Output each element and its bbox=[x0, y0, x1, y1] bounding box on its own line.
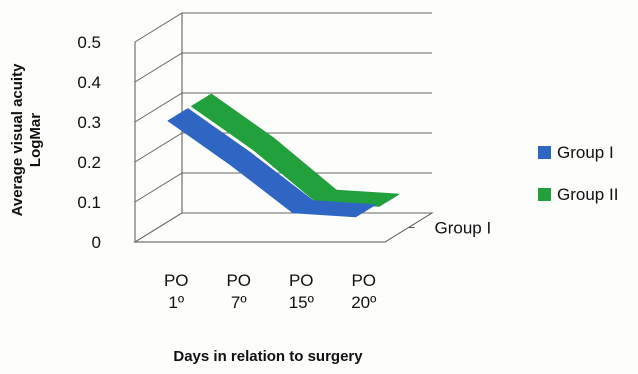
series-0 bbox=[167, 108, 376, 218]
legend-label: Group II bbox=[557, 185, 618, 204]
gridline bbox=[134, 12, 432, 43]
gridline bbox=[134, 92, 432, 123]
legend-swatch bbox=[538, 146, 551, 159]
x-tick-label: PO 15º bbox=[289, 271, 314, 312]
y-axis-title-line1: Average visual acuity bbox=[9, 63, 26, 217]
x-tick-label: PO 1º bbox=[164, 271, 189, 312]
depth-axis-label: Group I bbox=[435, 219, 492, 238]
x-tick-label: PO 20º bbox=[351, 271, 376, 312]
y-tick-label: 0 bbox=[92, 233, 101, 252]
y-tick-label: 0.5 bbox=[77, 33, 101, 52]
legend-item: Group I bbox=[538, 143, 614, 162]
series-1 bbox=[191, 93, 400, 207]
gridline bbox=[134, 132, 432, 163]
legend: Group I Group II bbox=[538, 143, 618, 204]
legend-label: Group I bbox=[557, 143, 614, 162]
x-tick-label: PO 7º bbox=[226, 271, 251, 312]
legend-item: Group II bbox=[538, 185, 618, 204]
legend-swatch bbox=[538, 188, 551, 201]
y-tick-label: 0.3 bbox=[77, 113, 101, 132]
gridline bbox=[134, 172, 432, 203]
y-tick-label: 0.4 bbox=[77, 73, 101, 92]
gridline bbox=[134, 212, 432, 243]
x-tick-labels: PO 1º PO 7º PO 15º PO 20º bbox=[164, 271, 376, 312]
gridline bbox=[134, 52, 432, 83]
y-tick-label: 0.1 bbox=[77, 193, 101, 212]
series-layer bbox=[167, 93, 400, 218]
gridlines bbox=[134, 12, 432, 243]
y-tick-label: 0.2 bbox=[77, 153, 101, 172]
y-axis-title-line2: LogMar bbox=[27, 113, 44, 167]
x-axis-title: Days in relation to surgery bbox=[173, 348, 363, 365]
y-tick-labels: 0 0.1 0.2 0.3 0.4 0.5 bbox=[77, 33, 101, 252]
series-segment bbox=[292, 200, 376, 218]
floor-plane bbox=[133, 212, 434, 243]
